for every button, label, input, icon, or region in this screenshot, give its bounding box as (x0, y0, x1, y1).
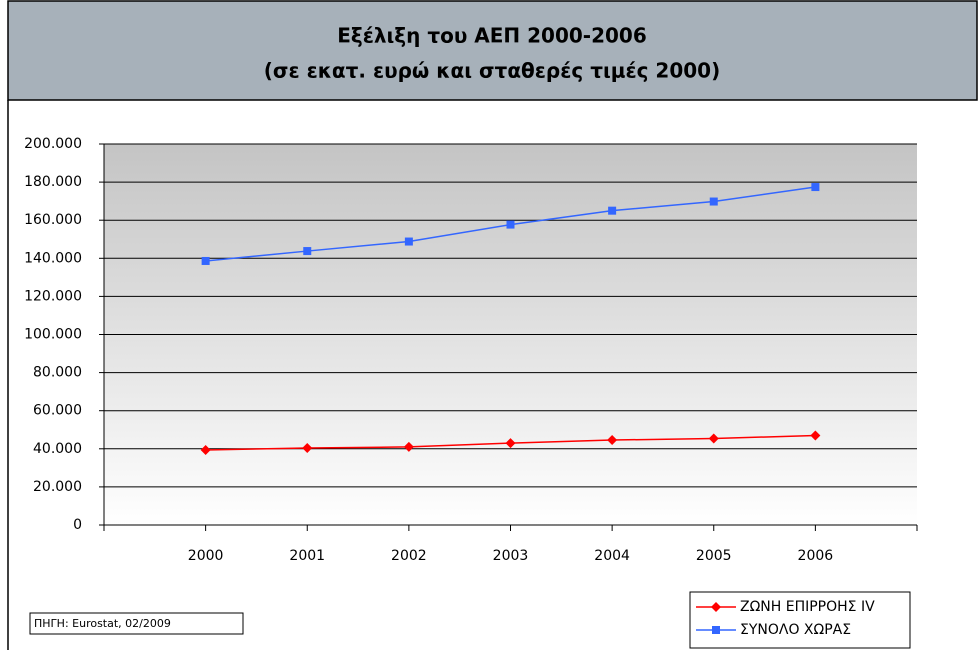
y-tick-label: 100.000 (24, 327, 82, 343)
chart-subtitle: (σε εκατ. ευρώ και σταθερές τιμές 2000) (264, 59, 720, 83)
legend-label: ΖΩΝΗ ΕΠΙΡΡΟΗΣ IV (740, 599, 875, 615)
marker (200, 444, 211, 455)
x-tick-label: 2000 (188, 548, 224, 564)
marker (506, 220, 515, 229)
y-tick-label: 0 (73, 517, 82, 533)
marker (505, 438, 516, 449)
x-tick-label: 2006 (798, 548, 834, 564)
marker (709, 197, 718, 206)
y-tick-label: 120.000 (24, 288, 82, 304)
marker (404, 237, 413, 246)
legend-label: ΣΥΝΟΛΟ ΧΩΡΑΣ (740, 622, 851, 638)
marker (403, 441, 414, 452)
marker (712, 626, 720, 634)
marker (607, 435, 618, 446)
y-tick-label: 160.000 (24, 212, 82, 228)
x-tick-label: 2002 (391, 548, 427, 564)
legend-box (689, 591, 911, 649)
marker (810, 430, 821, 441)
source-box (29, 612, 244, 635)
y-tick-label: 40.000 (33, 441, 82, 457)
y-tick-label: 20.000 (33, 479, 82, 495)
y-tick-label: 180.000 (24, 174, 82, 190)
y-tick-label: 200.000 (24, 136, 82, 152)
title-box (7, 0, 978, 101)
marker (708, 433, 719, 444)
marker (201, 256, 210, 265)
marker (302, 443, 313, 454)
marker (303, 247, 312, 256)
x-tick-label: 2004 (594, 548, 630, 564)
source-note: ΠΗΓΗ: Eurostat, 02/2009 (34, 617, 171, 630)
chart-title: Εξέλιξη του ΑΕΠ 2000-2006 (337, 24, 647, 48)
x-tick-label: 2001 (289, 548, 325, 564)
x-tick-label: 2003 (493, 548, 529, 564)
marker (711, 602, 721, 612)
marker (811, 183, 820, 192)
y-tick-label: 80.000 (33, 365, 82, 381)
x-tick-label: 2005 (696, 548, 732, 564)
marker (608, 206, 617, 215)
y-tick-label: 140.000 (24, 250, 82, 266)
y-tick-label: 60.000 (33, 403, 82, 419)
